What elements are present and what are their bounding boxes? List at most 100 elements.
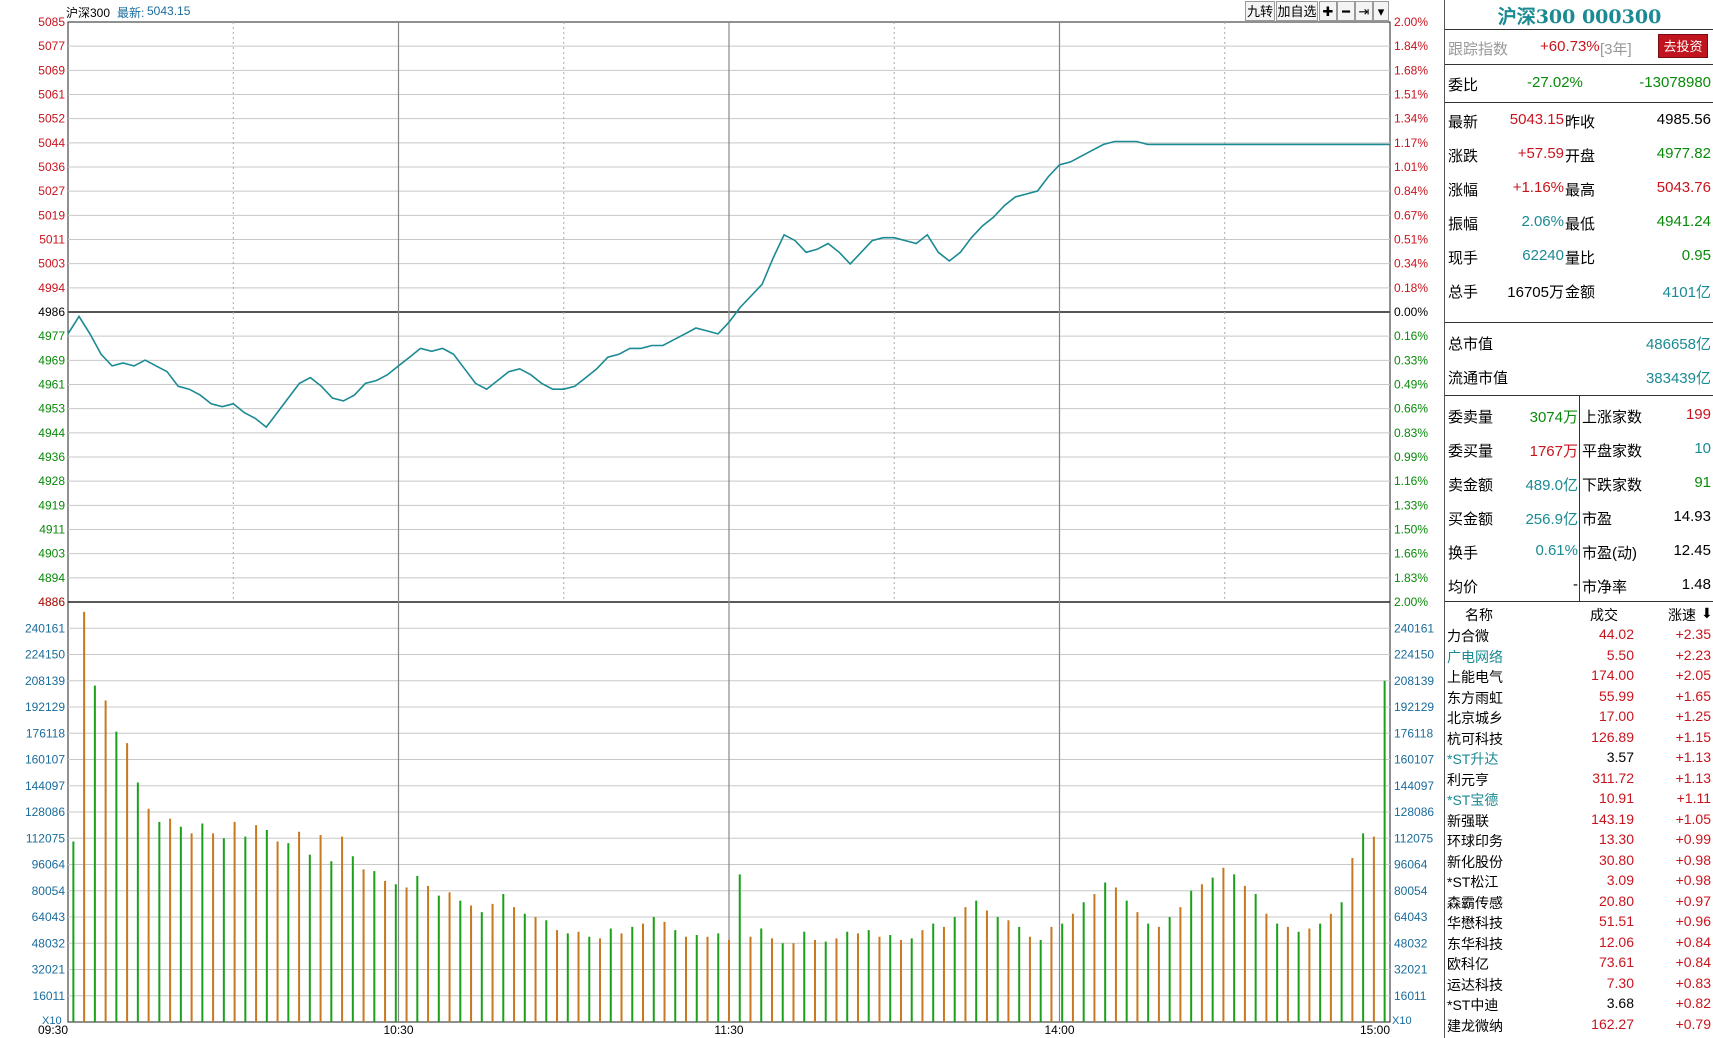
- list-item[interactable]: 运达科技 7.30 +0.83: [1445, 973, 1713, 993]
- quote-value: 5043.15: [1509, 111, 1564, 128]
- latest-value: 5043.15: [147, 4, 191, 18]
- quote-row: 涨跌 +57.59 开盘 4977.82: [1445, 137, 1713, 171]
- list-item[interactable]: 森霸传感 20.80 +0.97: [1445, 891, 1713, 911]
- volume-tick-label: 160107: [1394, 753, 1434, 767]
- add-favorite-button[interactable]: 加自选: [1276, 1, 1318, 21]
- intraday-chart[interactable]: 5085 2.00% 5077 1.84% 5069 1.68% 5061 1.51% 5052…: [0, 0, 1444, 1038]
- price-line: [67, 140, 1390, 429]
- sort-desc-icon[interactable]: ⬇: [1701, 605, 1713, 621]
- quote-value: 4985.56: [1656, 111, 1711, 128]
- quote-value: 0.95: [1681, 247, 1711, 264]
- pct-tick-label: 2.00%: [1394, 595, 1428, 609]
- list-item[interactable]: 新化股份 30.80 +0.98: [1445, 850, 1713, 870]
- col-price-header[interactable]: 成交: [1590, 607, 1618, 623]
- price-tick-label: 4969: [38, 353, 65, 367]
- stock-name: 广电网络: [1447, 648, 1503, 665]
- price-tick-label: 4986: [38, 305, 65, 319]
- price-tick-label: 5085: [38, 15, 65, 29]
- price-tick-label: 5077: [38, 39, 65, 53]
- invest-button[interactable]: 去投资: [1658, 34, 1708, 58]
- list-item[interactable]: *ST中迪 3.68 +0.82: [1445, 993, 1713, 1013]
- pct-tick-label: 0.66%: [1394, 402, 1428, 416]
- volume-tick-label: 64043: [1394, 910, 1428, 924]
- stock-name: 北京城乡: [1447, 710, 1503, 726]
- list-item[interactable]: 建龙微纳 162.27 +0.79: [1445, 1014, 1713, 1034]
- list-item[interactable]: 欧科亿 73.61 +0.84: [1445, 952, 1713, 972]
- dropdown-icon[interactable]: ▾: [1373, 1, 1389, 21]
- col-speed-header[interactable]: 涨速: [1668, 607, 1696, 623]
- stock-speed: +0.97: [1675, 892, 1711, 909]
- quote-value: 16705万: [1507, 284, 1564, 301]
- volume-tick-label: 16011: [33, 989, 66, 1003]
- list-item[interactable]: 华懋科技 51.51 +0.96: [1445, 911, 1713, 931]
- stock-price: 44.02: [1598, 626, 1634, 642]
- stock-price: 20.80: [1598, 892, 1634, 909]
- quote-label: 涨幅: [1448, 182, 1479, 199]
- price-tick-label: 5019: [38, 208, 65, 222]
- volume-tick-label: 128086: [25, 805, 65, 819]
- track-value: +60.73%: [1540, 38, 1600, 55]
- stock-speed: +0.98: [1675, 872, 1711, 888]
- list-item[interactable]: *ST松江 3.09 +0.98: [1445, 870, 1713, 890]
- list-item[interactable]: 新强联 143.19 +1.05: [1445, 809, 1713, 829]
- jiuzhuan-button[interactable]: 九转: [1245, 1, 1275, 21]
- list-item[interactable]: 东方雨虹 55.99 +1.65: [1445, 686, 1713, 706]
- stat-label: 委卖量: [1448, 409, 1494, 426]
- stock-speed: +1.13: [1675, 769, 1711, 786]
- list-item[interactable]: *ST升达 3.57 +1.13: [1445, 747, 1713, 767]
- stock-speed: +0.84: [1675, 933, 1711, 950]
- volume-tick-label: 32021: [32, 963, 66, 977]
- col-name-header[interactable]: 名称: [1465, 607, 1493, 623]
- list-item[interactable]: 利元亨 311.72 +1.13: [1445, 768, 1713, 788]
- volume-tick-label: 208139: [25, 674, 65, 688]
- stock-name: 力合微: [1447, 628, 1489, 644]
- stock-price: 51.51: [1598, 913, 1634, 929]
- list-item[interactable]: 上能电气 174.00 +2.05: [1445, 665, 1713, 685]
- list-item[interactable]: 环球印务 13.30 +0.99: [1445, 829, 1713, 849]
- zoom-out-icon[interactable]: ━: [1337, 1, 1355, 21]
- list-item[interactable]: 北京城乡 17.00 +1.25: [1445, 706, 1713, 726]
- pct-tick-label: 2.00%: [1394, 15, 1428, 29]
- pct-tick-label: 0.99%: [1394, 450, 1428, 464]
- volume-tick-label: 224150: [25, 648, 65, 662]
- volume-tick-label: 240161: [1394, 621, 1434, 635]
- stock-speed: +1.65: [1675, 687, 1711, 704]
- quote-value: 2.06%: [1521, 213, 1564, 230]
- cap-row: 流通市值 383439亿: [1445, 359, 1713, 393]
- go-end-icon[interactable]: ⇥: [1355, 1, 1373, 21]
- stock-speed: +1.13: [1675, 749, 1711, 765]
- stock-price: 30.80: [1598, 851, 1634, 868]
- quote-row: 涨幅 +1.16% 最高 5043.76: [1445, 171, 1713, 205]
- zoom-in-icon[interactable]: ✚: [1319, 1, 1337, 21]
- stat-value: 91: [1694, 474, 1711, 491]
- list-item[interactable]: 力合微 44.02 +2.35: [1445, 624, 1713, 644]
- stat-value: 489.0亿: [1525, 477, 1578, 494]
- list-item[interactable]: 东华科技 12.06 +0.84: [1445, 932, 1713, 952]
- weibi-label: 委比: [1448, 77, 1479, 94]
- stock-speed: +0.83: [1675, 974, 1711, 991]
- pct-tick-label: 0.33%: [1394, 353, 1428, 367]
- list-item[interactable]: 广电网络 5.50 +2.23: [1445, 645, 1713, 665]
- price-tick-label: 4977: [38, 329, 65, 343]
- quote-label: 总手: [1448, 284, 1479, 301]
- stat-row: 买金额 256.9亿 市盈 14.93: [1445, 500, 1713, 534]
- quote-row: 总手 16705万 金额 4101亿: [1445, 273, 1713, 307]
- stock-speed: +2.05: [1675, 667, 1711, 683]
- stock-name: 建龙微纳: [1447, 1017, 1503, 1034]
- quote-label: 昨收: [1565, 114, 1596, 131]
- stock-price: 7.30: [1606, 974, 1634, 991]
- quote-label: 现手: [1448, 250, 1479, 267]
- cap-label: 总市值: [1448, 336, 1494, 353]
- stock-speed: +1.11: [1676, 790, 1711, 806]
- stock-name: *ST升达: [1447, 751, 1499, 767]
- price-tick-label: 4953: [38, 402, 65, 416]
- stat-label: 卖金额: [1448, 477, 1494, 494]
- list-item[interactable]: 杭可科技 126.89 +1.15: [1445, 727, 1713, 747]
- price-tick-label: 5003: [38, 257, 65, 271]
- stock-price: 5.50: [1606, 646, 1634, 663]
- list-item[interactable]: *ST宝德 10.91 +1.11: [1445, 788, 1713, 808]
- volume-tick-label: 64043: [32, 910, 66, 924]
- chart-header: 沪深300 最新: 5043.15 九转 加自选 ✚ ━ ⇥ ▾: [0, 0, 1440, 22]
- volume-tick-label: 224150: [1394, 648, 1434, 662]
- volume-tick-label: 32021: [1394, 963, 1428, 977]
